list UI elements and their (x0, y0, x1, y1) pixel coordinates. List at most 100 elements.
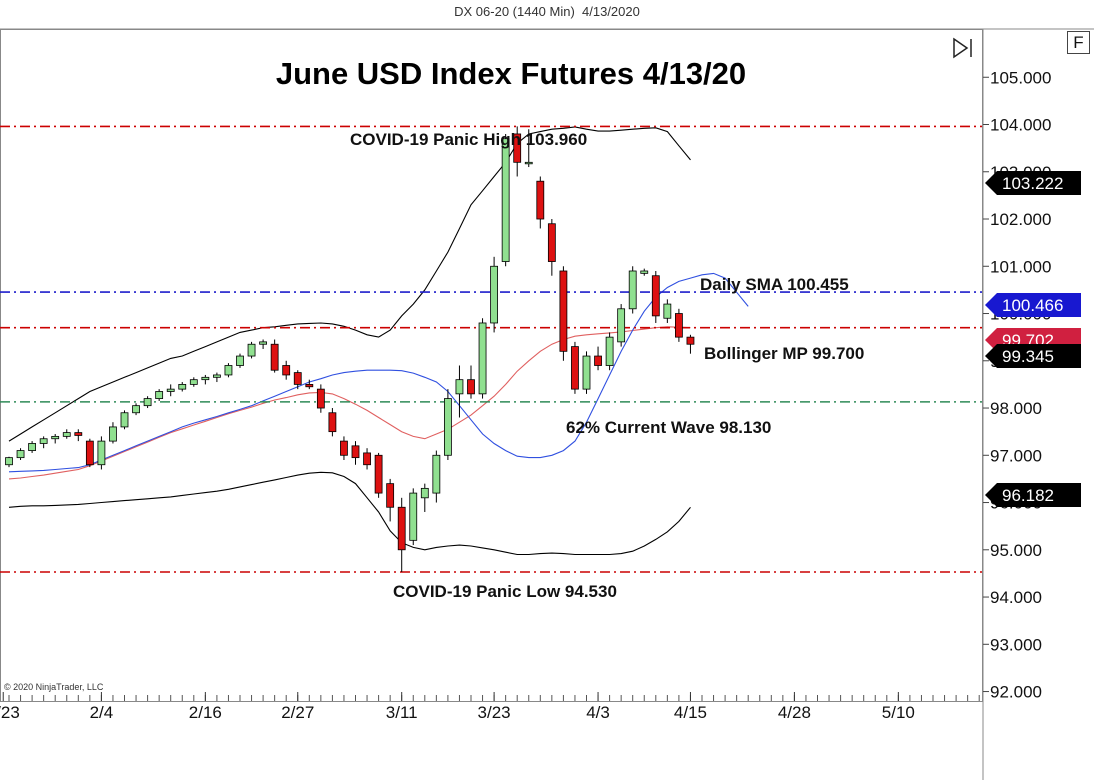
candle-body (293, 372, 302, 385)
candle-body (259, 341, 268, 345)
y-tick-label: 94.000 (990, 588, 1042, 607)
price-badge-label: 100.466 (1002, 296, 1063, 315)
x-tick-label: 5/10 (882, 703, 915, 722)
price-badge-shape (985, 483, 1081, 507)
candle-body (628, 270, 637, 310)
candle-body (536, 180, 545, 220)
price-badge-label: 99.345 (1002, 347, 1054, 366)
candle-body (409, 492, 418, 541)
candle-body (397, 506, 406, 551)
candle-body (663, 303, 672, 319)
level-labels: COVID-19 Panic High 103.960 Daily SMA 100… (350, 130, 864, 601)
candle-body (166, 388, 175, 392)
candle-body (155, 391, 164, 399)
price-badge-shape (985, 293, 1081, 317)
candle-body (559, 270, 568, 352)
candle-body (571, 346, 579, 390)
candle-body (386, 483, 395, 508)
candle-body (640, 270, 649, 274)
level-label: COVID-19 Panic High 103.960 (350, 130, 587, 149)
candles (5, 126, 695, 572)
candle-body (340, 440, 348, 456)
bollinger-upper-line (8, 126, 691, 442)
price-badge: 100.466 (985, 293, 1081, 317)
candle-body (120, 412, 129, 428)
x-axis: 1/23 2/4 2/16 2/27 3/11 3/23 4/3 4/15 4/28 5/10 (0, 692, 980, 722)
y-tick-label: 104.000 (990, 116, 1051, 135)
x-tick-label: 4/15 (674, 703, 707, 722)
candle-body (132, 405, 140, 414)
price-badge: 99.345 (985, 344, 1081, 368)
candle-body (97, 440, 106, 466)
candle-body (478, 322, 487, 395)
x-tick-label: 1/23 (0, 703, 20, 722)
candle-body (224, 365, 233, 376)
candle-body (39, 438, 48, 444)
candle-body (467, 379, 475, 395)
candle-body (316, 388, 325, 409)
candle-body (351, 445, 360, 459)
candle-body (109, 426, 117, 442)
candle-body (617, 308, 626, 343)
level-label: COVID-19 Panic Low 94.530 (393, 582, 617, 601)
y-tick-label: 101.000 (990, 257, 1051, 276)
candle-body (582, 355, 591, 390)
horizontal-levels (0, 125, 982, 573)
f-button[interactable]: F (1067, 31, 1090, 54)
y-tick-label: 95.000 (990, 541, 1042, 560)
price-badge-label: 96.182 (1002, 486, 1054, 505)
candle-body (374, 454, 383, 494)
candle-body (51, 435, 60, 440)
candle-body (178, 384, 187, 390)
candle-body (201, 376, 210, 381)
y-tick-label: 98.000 (990, 399, 1042, 418)
y-axis: 92.00093.00094.00095.00096.00097.00098.0… (983, 68, 1051, 702)
candle-body (686, 336, 695, 345)
candle-body (490, 265, 499, 324)
price-badge-shape (985, 171, 1081, 195)
candle-body (74, 432, 83, 436)
level-label: Daily SMA 100.455 (700, 275, 849, 294)
bollinger-lower-line (8, 471, 691, 556)
candle-body (675, 313, 683, 338)
candle-body (28, 443, 37, 451)
level-label: Bollinger MP 99.700 (704, 344, 864, 363)
x-tick-label: 4/28 (778, 703, 811, 722)
price-badge-label: 103.222 (1002, 174, 1063, 193)
candle-body (605, 336, 614, 366)
x-tick-label: 2/4 (90, 703, 114, 722)
candle-body (328, 412, 337, 433)
scroll-to-end-icon[interactable] (953, 37, 972, 59)
x-tick-label: 3/23 (478, 703, 511, 722)
candle-body (305, 384, 314, 388)
window-title: DX 06-20 (1440 Min) 4/13/2020 (454, 4, 640, 19)
y-tick-label: 102.000 (990, 210, 1051, 229)
chart-title: June USD Index Futures 4/13/20 (276, 56, 746, 91)
candle-body (5, 457, 13, 466)
candle-body (594, 355, 602, 366)
price-badge: 103.222 (985, 171, 1081, 195)
candle-body (363, 452, 371, 466)
candle-body (247, 343, 256, 357)
candle-body (270, 343, 279, 371)
candle-body (524, 161, 533, 165)
y-tick-label: 92.000 (990, 683, 1042, 702)
price-badge: 96.182 (985, 483, 1081, 507)
x-tick-label: 2/27 (281, 703, 314, 722)
y-tick-label: 105.000 (990, 68, 1051, 87)
x-tick-label: 3/11 (386, 703, 418, 722)
candle-body (212, 374, 221, 378)
candle-body (432, 454, 441, 494)
candle-body (547, 223, 556, 262)
candle-body (443, 398, 452, 456)
copyright: © 2020 NinjaTrader, LLC (4, 682, 104, 692)
y-tick-label: 93.000 (990, 635, 1042, 654)
sma-line (8, 272, 749, 473)
candle-body (62, 432, 71, 437)
y-tick-label: 97.000 (990, 446, 1042, 465)
candle-body (189, 379, 198, 385)
candle-body (501, 138, 510, 262)
x-tick-label: 4/3 (586, 703, 610, 722)
